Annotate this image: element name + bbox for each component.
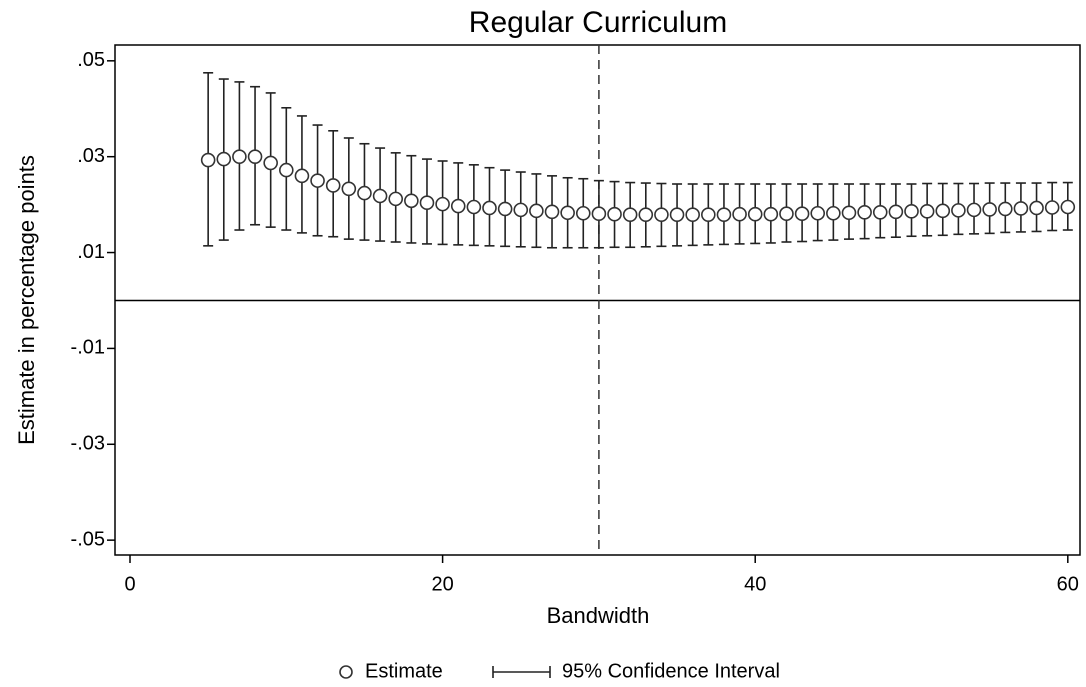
x-tick-label: 0 (124, 573, 135, 595)
estimate-point (435, 196, 450, 212)
chart-title: Regular Curriculum (469, 6, 727, 39)
estimate-point (1060, 199, 1076, 215)
estimate-point (200, 152, 216, 168)
estimate-point (310, 173, 325, 188)
estimate-point (638, 207, 654, 222)
y-tick-label: -.03 (71, 433, 105, 455)
estimate-point (341, 181, 357, 197)
estimate-point (810, 205, 826, 221)
estimate-point (904, 204, 919, 219)
estimate-point (607, 206, 622, 222)
estimate-point (779, 206, 794, 222)
y-tick-label: -.01 (71, 337, 105, 359)
estimate-point (622, 207, 638, 222)
estimate-point (888, 204, 904, 220)
estimate-point (701, 207, 716, 222)
x-tick-label: 60 (1057, 573, 1079, 595)
estimate-point (247, 149, 263, 164)
estimate-point (1013, 201, 1029, 216)
estimate-point (216, 151, 232, 167)
estimate-point (560, 205, 575, 221)
estimate-point (794, 206, 810, 222)
x-axis-label: Bandwidth (547, 603, 650, 628)
estimate-point (591, 206, 607, 222)
estimate-point (466, 199, 482, 215)
estimate-point (263, 155, 278, 171)
estimate-point (841, 205, 857, 221)
estimate-point (1044, 200, 1060, 215)
estimate-point (669, 207, 685, 222)
y-axis-label: Estimate in percentage points (14, 155, 39, 445)
y-tick-label: -.05 (71, 528, 105, 550)
estimate-point (294, 168, 310, 184)
x-tick-label: 40 (744, 573, 766, 595)
estimate-point (575, 205, 591, 221)
estimate-point (935, 203, 951, 219)
y-tick-label: .03 (77, 145, 105, 167)
estimate-point (716, 207, 732, 222)
estimate-point (919, 204, 935, 219)
estimate-point (372, 188, 388, 204)
estimate-point (232, 149, 247, 164)
estimate-point (529, 203, 544, 219)
estimate-point (388, 191, 404, 207)
legend-label: 95% Confidence Interval (562, 660, 780, 682)
estimate-point (997, 201, 1013, 217)
estimate-point (450, 198, 466, 214)
estimate-point (951, 203, 966, 218)
estimate-point (685, 207, 700, 222)
estimate-point (419, 195, 435, 210)
estimate-point (325, 178, 341, 193)
estimate-point (982, 202, 997, 217)
estimate-point (513, 202, 529, 218)
estimate-point (544, 204, 560, 220)
estimate-point (763, 206, 779, 222)
estimate-point (966, 202, 982, 218)
estimate-point (404, 193, 419, 209)
estimate-point (482, 200, 497, 216)
estimate-point (732, 206, 747, 222)
y-tick-label: .01 (77, 241, 105, 263)
estimate-point (857, 204, 872, 220)
legend-label: Estimate (365, 660, 443, 682)
estimate-point (872, 204, 888, 220)
estimate-point (654, 207, 669, 222)
estimate-point (1029, 200, 1044, 216)
x-tick-label: 20 (431, 573, 453, 595)
estimate-point (747, 206, 763, 222)
y-tick-label: .05 (77, 49, 105, 71)
legend-marker (339, 665, 353, 679)
estimate-point (497, 201, 513, 217)
estimate-point (279, 162, 294, 178)
estimate-point (357, 185, 372, 201)
estimate-point (826, 205, 841, 221)
